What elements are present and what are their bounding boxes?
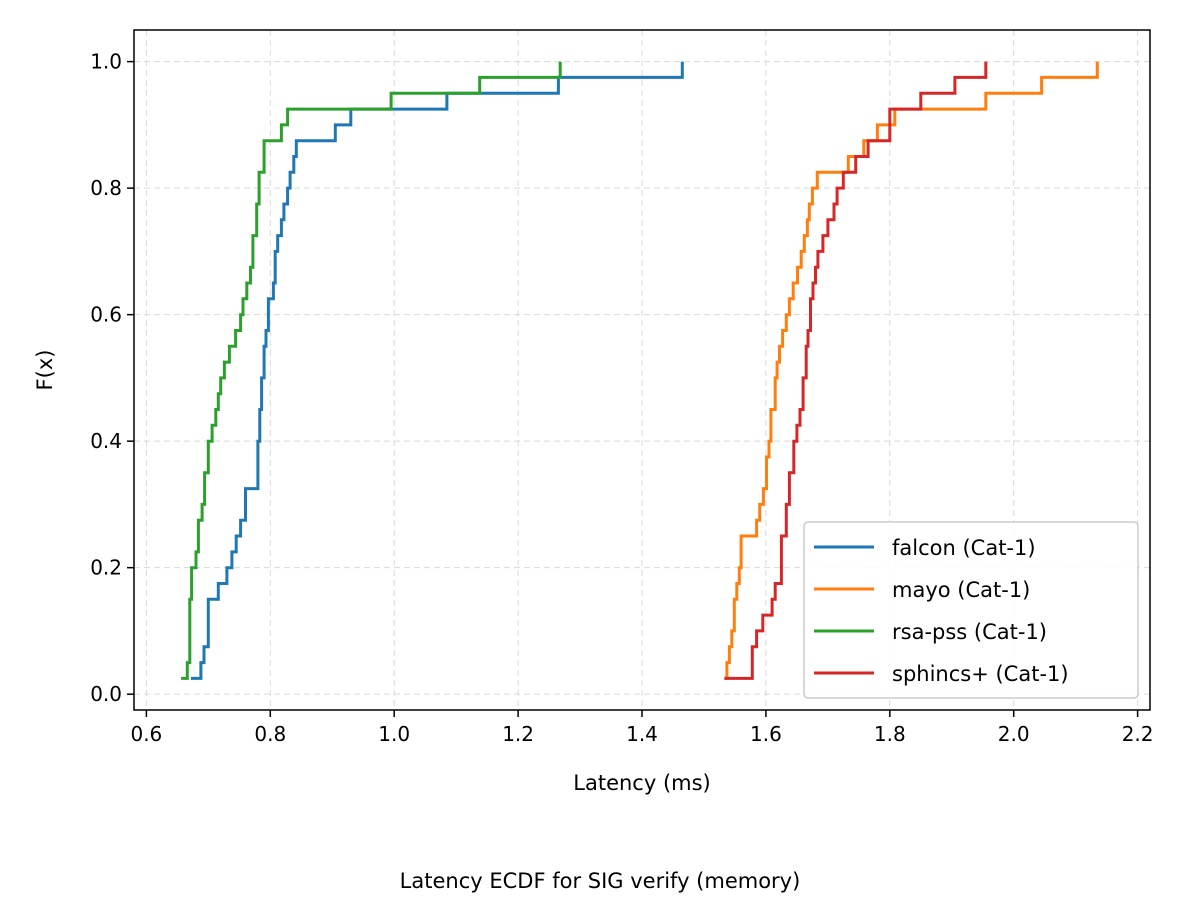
y-axis-label: F(x): [33, 350, 57, 391]
y-tick-label: 0.2: [90, 556, 122, 580]
legend: falcon (Cat-1) mayo (Cat-1) rsa-pss (Cat-1…: [803, 521, 1139, 699]
series-line-2: [181, 61, 562, 680]
x-tick-label: 2.2: [1122, 722, 1154, 746]
series-layer: [181, 61, 1099, 680]
series-line-1: [724, 61, 1099, 680]
legend-label: rsa-pss (Cat-1): [892, 620, 1047, 644]
y-tick-label: 1.0: [90, 50, 122, 74]
x-tick-label: 2.0: [998, 722, 1030, 746]
x-tick-label: 1.0: [378, 722, 410, 746]
x-axis: 0.6 0.8 1.0 1.2 1.4 1.6 1.8 2.0 2.2: [130, 710, 1154, 746]
x-tick-label: 1.4: [626, 722, 658, 746]
x-tick-label: 1.8: [874, 722, 906, 746]
x-tick-label: 1.2: [502, 722, 534, 746]
y-tick-label: 0.8: [90, 176, 122, 200]
y-tick-label: 0.0: [90, 682, 122, 706]
series-line-0: [191, 61, 684, 680]
chart-caption: Latency ECDF for SIG verify (memory): [400, 869, 801, 893]
grid: [134, 30, 1150, 710]
y-axis: 0.0 0.2 0.4 0.6 0.8 1.0: [90, 50, 134, 706]
x-axis-label: Latency (ms): [573, 771, 710, 795]
legend-box: [803, 521, 1139, 699]
y-tick-label: 0.4: [90, 429, 122, 453]
legend-label: falcon (Cat-1): [892, 536, 1036, 560]
y-tick-label: 0.6: [90, 303, 122, 327]
series-line-3: [724, 61, 988, 680]
x-tick-label: 0.6: [130, 722, 162, 746]
x-tick-label: 0.8: [254, 722, 286, 746]
legend-label: mayo (Cat-1): [892, 578, 1030, 602]
legend-label: sphincs+ (Cat-1): [892, 662, 1069, 686]
x-tick-label: 1.6: [750, 722, 782, 746]
